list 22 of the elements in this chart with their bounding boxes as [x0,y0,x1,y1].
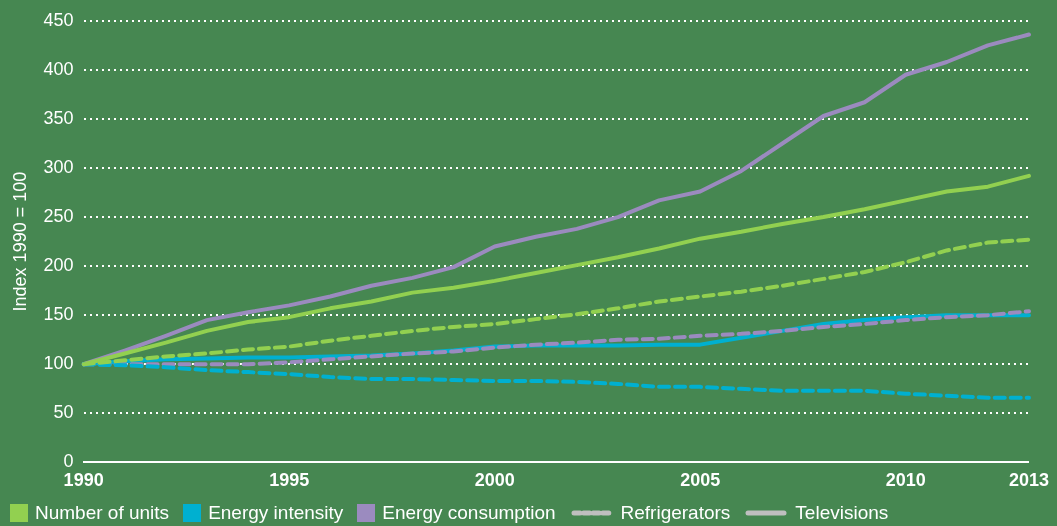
y-tick-label: 200 [43,255,74,276]
x-tick-label: 2000 [474,470,515,491]
text: Televisions [795,502,889,524]
x-tick-label: 2013 [1008,470,1049,491]
x-tick-label: 1995 [269,470,310,491]
x-tick-label: 1990 [63,470,104,491]
y-tick-label: 100 [43,353,74,374]
x-tick-label: 2005 [680,470,721,491]
legend-label: Energy intensity [208,502,344,524]
legend-label: Energy consumption [382,502,556,524]
y-tick-label: 400 [43,58,74,79]
y-tick-label: 0 [63,451,74,472]
y-tick-label: 300 [43,156,74,177]
x-tick-label: 2010 [885,470,926,491]
legend-label: Number of units [35,502,170,524]
y-tick-label: 450 [43,9,74,30]
text: Refrigerators [620,502,731,524]
y-axis-title: Index 1990 = 100 [9,171,30,312]
y-tick-label: 250 [43,206,74,227]
y-tick-label: 350 [43,107,74,128]
y-tick-label: 50 [53,402,74,423]
y-tick-label: 150 [43,304,74,325]
